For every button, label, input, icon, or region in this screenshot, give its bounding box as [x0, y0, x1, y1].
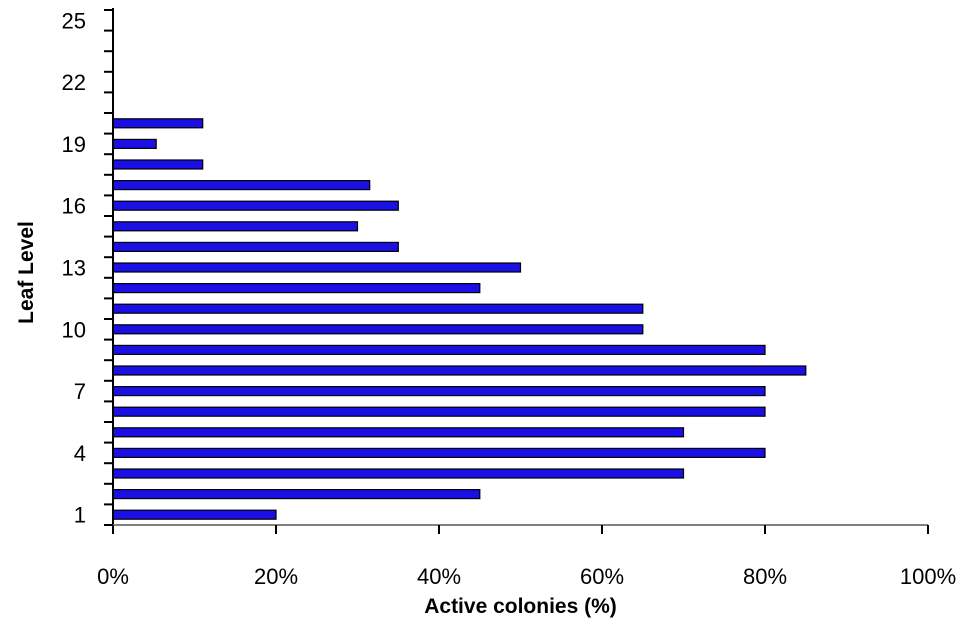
bar-level-3: [112, 468, 685, 479]
bar-level-16: [112, 200, 399, 211]
bar-level-13: [112, 262, 522, 273]
y-tick-label: 13: [62, 256, 86, 281]
bar-level-2: [112, 489, 481, 500]
y-tick-label: 22: [62, 70, 86, 95]
bar-level-10: [112, 324, 644, 335]
bar-level-18: [112, 159, 204, 170]
bar-level-11: [112, 303, 644, 314]
bar-level-4: [112, 447, 766, 458]
y-tick-label: 10: [62, 317, 86, 342]
bar-level-15: [112, 221, 359, 232]
x-tick-label: 0%: [97, 564, 129, 589]
bar-level-5: [112, 427, 685, 438]
bar-level-9: [112, 344, 766, 355]
x-tick-label: 80%: [743, 564, 787, 589]
y-tick-label: 1: [74, 503, 86, 528]
x-ticks-group: 0% 20% 40% 60% 80% 100%: [97, 525, 956, 589]
x-tick-label: 40%: [417, 564, 461, 589]
bar-level-19: [112, 138, 157, 149]
x-tick-label: 20%: [254, 564, 298, 589]
y-tick-label: 4: [74, 441, 86, 466]
x-axis-title: Active colonies (%): [424, 595, 617, 618]
x-tick-label: 60%: [580, 564, 624, 589]
y-axis-title: Leaf Level: [15, 221, 38, 324]
bar-level-17: [112, 180, 371, 191]
bar-level-8: [112, 365, 807, 376]
bar-level-7: [112, 386, 766, 397]
y-tick-label: 19: [62, 132, 86, 157]
bar-level-12: [112, 283, 481, 294]
axes-group: [112, 8, 928, 526]
y-tick-label: 25: [62, 8, 86, 33]
y-ticks-group: 1 4 7 10 13 16 19 22 25: [62, 8, 113, 528]
y-tick-label: 7: [74, 379, 86, 404]
bar-level-14: [112, 241, 399, 252]
bar-level-1: [112, 509, 277, 520]
x-tick-label: 100%: [900, 564, 956, 589]
bar-level-20: [112, 118, 204, 129]
bar-level-6: [112, 406, 766, 417]
bars-group: [112, 118, 807, 520]
y-tick-label: 16: [62, 194, 86, 219]
